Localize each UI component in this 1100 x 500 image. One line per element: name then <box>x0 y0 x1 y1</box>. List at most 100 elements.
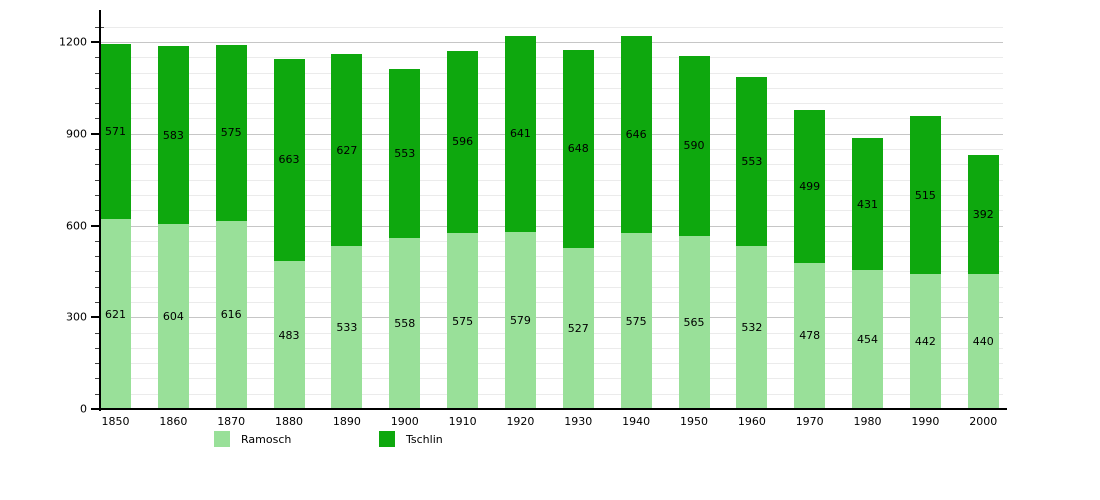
y-axis-label-1200: 1200 <box>59 35 87 49</box>
bar-ramosch-1870: 616 <box>215 220 247 409</box>
bar-value-tschlin-2000: 392 <box>972 207 994 221</box>
x-axis-label-1920: 1920 <box>506 415 535 428</box>
legend-label-ramosch: Ramosch <box>241 432 292 446</box>
gridline-minor <box>101 87 1003 89</box>
x-axis-label-1970: 1970 <box>795 415 824 428</box>
bar-tschlin-1920: 641 <box>504 35 536 232</box>
bar-tschlin-1950: 590 <box>678 55 710 237</box>
gridline-minor <box>101 363 1003 365</box>
gridline-minor <box>101 286 1003 288</box>
bar-tschlin-1890: 627 <box>331 54 363 246</box>
y-tick-major <box>91 408 101 410</box>
bar-value-tschlin-1910: 596 <box>452 135 474 149</box>
gridline-minor <box>101 332 1003 334</box>
bar-ramosch-2000: 440 <box>967 274 999 409</box>
bar-value-ramosch-1870: 616 <box>220 308 242 322</box>
y-tick-major <box>91 224 101 227</box>
bar-tschlin-1960: 553 <box>736 77 768 247</box>
bar-value-ramosch-1920: 579 <box>509 313 531 327</box>
gridline-minor <box>101 118 1003 120</box>
bar-value-ramosch-1940: 575 <box>625 314 647 328</box>
bar-value-ramosch-2000: 440 <box>972 335 994 349</box>
bar-value-ramosch-1930: 527 <box>567 321 589 335</box>
bar-value-ramosch-1880: 483 <box>278 328 300 342</box>
bar-ramosch-1990: 442 <box>909 273 941 409</box>
y-axis-label-0: 0 <box>80 402 87 416</box>
x-axis-label-1910: 1910 <box>448 415 477 428</box>
legend-label-tschlin: Tschlin <box>406 432 443 446</box>
gridline-minor <box>101 149 1003 151</box>
bar-value-ramosch-1910: 575 <box>452 314 474 328</box>
bar-ramosch-1970: 478 <box>794 262 826 409</box>
bar-value-tschlin-1880: 663 <box>278 153 300 167</box>
gridline-minor <box>101 103 1003 105</box>
bar-value-tschlin-1990: 515 <box>914 188 936 202</box>
bar-value-ramosch-1860: 604 <box>162 310 184 324</box>
bar-tschlin-2000: 392 <box>967 154 999 275</box>
bar-value-tschlin-1850: 571 <box>105 125 126 139</box>
bar-ramosch-1950: 565 <box>678 236 710 409</box>
bar-ramosch-1860: 604 <box>157 224 189 409</box>
bar-value-ramosch-1900: 558 <box>394 317 416 331</box>
bar-value-tschlin-1930: 648 <box>567 142 589 156</box>
ramosch-swatch-icon <box>214 431 230 447</box>
x-axis-label-1870: 1870 <box>217 415 246 428</box>
bar-ramosch-1850: 621 <box>100 219 131 409</box>
legend-item-ramosch: Ramosch <box>214 431 291 447</box>
x-axis-label-1860: 1860 <box>159 415 188 428</box>
y-axis-label-300: 300 <box>66 310 87 324</box>
bar-value-tschlin-1870: 575 <box>220 126 242 140</box>
bar-value-tschlin-1920: 641 <box>509 127 531 141</box>
bar-value-ramosch-1970: 478 <box>799 329 821 343</box>
bar-tschlin-1980: 431 <box>852 138 884 271</box>
bar-value-tschlin-1860: 583 <box>162 128 184 142</box>
gridline-minor <box>101 393 1003 395</box>
y-tick-major <box>91 316 101 319</box>
gridline-minor <box>101 194 1003 196</box>
y-tick-major <box>91 41 101 43</box>
bar-value-tschlin-1960: 553 <box>741 155 763 169</box>
bar-tschlin-1860: 583 <box>157 45 189 225</box>
bar-tschlin-1850: 571 <box>100 44 131 220</box>
tschlin-swatch-icon <box>379 431 395 447</box>
gridline-minor <box>101 210 1003 212</box>
x-axis-label-1930: 1930 <box>564 415 593 428</box>
bar-tschlin-1880: 663 <box>273 58 305 262</box>
x-axis-label-2000: 2000 <box>969 415 998 428</box>
gridline-major <box>101 317 1003 319</box>
gridline-minor <box>101 347 1003 349</box>
bar-value-tschlin-1980: 431 <box>857 197 879 211</box>
bar-ramosch-1940: 575 <box>620 233 652 409</box>
bar-ramosch-1900: 558 <box>389 238 421 409</box>
bar-ramosch-1880: 483 <box>273 261 305 409</box>
bar-value-ramosch-1890: 533 <box>336 320 358 334</box>
gridline-minor <box>101 271 1003 273</box>
bar-tschlin-1990: 515 <box>909 116 941 274</box>
gridline-minor <box>101 72 1003 74</box>
gridline-minor <box>101 164 1003 166</box>
bar-value-tschlin-1890: 627 <box>336 143 358 157</box>
y-axis <box>99 10 101 411</box>
x-axis-label-1890: 1890 <box>332 415 361 428</box>
x-axis-label-1850: 1850 <box>101 415 130 428</box>
gridline-major <box>101 42 1003 43</box>
bar-value-ramosch-1980: 454 <box>857 333 879 347</box>
x-axis-label-1980: 1980 <box>853 415 882 428</box>
gridline-major <box>101 225 1003 227</box>
gridline-minor <box>101 378 1003 380</box>
gridline-minor <box>101 301 1003 303</box>
bar-value-tschlin-1940: 646 <box>625 127 647 141</box>
bar-value-ramosch-1850: 621 <box>105 307 126 321</box>
y-axis-label-900: 900 <box>66 127 87 141</box>
x-axis-label-1940: 1940 <box>622 415 651 428</box>
x-axis-label-1900: 1900 <box>390 415 419 428</box>
x-axis-label-1880: 1880 <box>275 415 304 428</box>
x-axis <box>98 408 1007 410</box>
bar-ramosch-1960: 532 <box>736 246 768 409</box>
bar-tschlin-1940: 646 <box>620 35 652 234</box>
gridline-minor <box>101 57 1003 59</box>
bar-ramosch-1920: 579 <box>504 231 536 409</box>
x-axis-label-1950: 1950 <box>680 415 708 428</box>
gridline-minor <box>101 179 1003 181</box>
